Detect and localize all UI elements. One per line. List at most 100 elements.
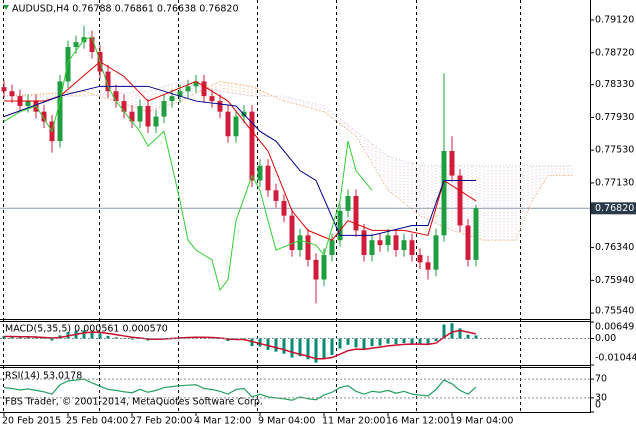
y-tick-label: 0.78720 xyxy=(595,47,634,58)
senkou-span-b xyxy=(4,80,572,167)
candle-body xyxy=(217,101,223,112)
symbol-icon xyxy=(3,5,9,10)
y-tick-label: 0.75540 xyxy=(595,306,634,317)
macd-bar xyxy=(50,338,54,341)
candle-body xyxy=(401,240,407,251)
macd-bar xyxy=(378,338,382,346)
candle-body xyxy=(201,81,207,97)
indicator-line xyxy=(3,85,476,236)
candle-body xyxy=(353,196,359,231)
macd-bar xyxy=(114,337,118,339)
candle-body xyxy=(225,111,231,137)
macd-bar xyxy=(346,338,350,345)
macd-title: MACD(5,35,5) 0.000561 0.000570 xyxy=(5,324,168,335)
candle-body xyxy=(185,86,191,92)
candle-body xyxy=(449,150,455,176)
y-tick-label: 30 xyxy=(595,392,607,403)
macd-bar xyxy=(266,338,270,350)
y-tick-label: 0.79120 xyxy=(595,15,634,26)
macd-bar xyxy=(410,338,414,344)
macd-bar xyxy=(434,338,438,342)
x-tick-label: 25 Feb 04:00 xyxy=(66,416,128,427)
candle-body xyxy=(393,235,399,251)
candle-body xyxy=(73,42,79,48)
copyright: FBS Trader, © 2001-2014, MetaQuotes Soft… xyxy=(5,397,263,408)
candle-body xyxy=(113,91,119,102)
current-price-box xyxy=(591,202,636,215)
candle-body xyxy=(41,111,47,122)
macd-bar xyxy=(274,338,278,352)
candle-body xyxy=(145,105,151,127)
candle-body xyxy=(425,262,431,270)
x-tick-label: 19 Mar 04:00 xyxy=(450,416,513,427)
macd-bar xyxy=(418,338,422,345)
macd-bar xyxy=(450,323,454,339)
macd-bar xyxy=(370,338,374,347)
candle-body xyxy=(129,111,135,122)
candle-body xyxy=(457,175,463,226)
macd-bar xyxy=(306,338,310,360)
macd-bar xyxy=(258,338,262,347)
candle-body xyxy=(9,91,15,97)
candle-body xyxy=(361,230,367,255)
y-tick-label: 0.00649 xyxy=(595,322,634,333)
candle-body xyxy=(281,200,287,216)
candle-body xyxy=(257,165,263,181)
candle-body xyxy=(177,91,183,97)
candle-body xyxy=(297,235,303,251)
macd-bar xyxy=(330,338,334,355)
candle-body xyxy=(249,111,255,181)
candle-body xyxy=(409,240,415,255)
macd-bar xyxy=(314,338,318,363)
macd-bar xyxy=(226,338,230,342)
panel-frame xyxy=(0,0,591,413)
candle-body xyxy=(89,37,95,52)
y-tick-label: 0.77530 xyxy=(595,145,634,156)
x-tick-label: 16 Mar 12:00 xyxy=(386,416,449,427)
x-tick-label: 11 Mar 20:00 xyxy=(322,416,385,427)
candle-body xyxy=(57,81,63,142)
macd-bar xyxy=(362,338,366,350)
candle-body xyxy=(321,254,327,280)
macd-bar xyxy=(474,335,478,339)
macd-bar xyxy=(130,338,134,340)
y-tick-label: 0.78330 xyxy=(595,79,634,90)
candle-body xyxy=(233,116,239,137)
y-tick-label: -0.01044 xyxy=(595,353,636,364)
y-tick-label: 0.77930 xyxy=(595,112,634,123)
macd-bar xyxy=(282,338,286,354)
macd-bar xyxy=(458,328,462,339)
macd-bar xyxy=(34,337,38,339)
candle-body xyxy=(137,105,143,122)
candle-body xyxy=(377,240,383,246)
macd-bar xyxy=(106,335,110,339)
macd-bar xyxy=(82,330,86,339)
rsi-title: RSI(14) 53.0178 xyxy=(5,371,82,382)
rsi-line xyxy=(3,378,477,401)
macd-bar xyxy=(466,334,470,339)
macd-bar xyxy=(354,338,358,348)
candle-body xyxy=(433,235,439,270)
macd-bar xyxy=(402,338,406,344)
candle-body xyxy=(337,210,343,241)
candle-body xyxy=(1,87,7,92)
macd-bar xyxy=(394,338,398,345)
macd-signal xyxy=(4,329,477,360)
candle-body xyxy=(385,235,391,246)
y-tick-label: 0.76340 xyxy=(595,242,634,253)
macd-bar xyxy=(322,338,326,359)
candle-body xyxy=(105,71,111,92)
candle-body xyxy=(25,101,31,106)
macd-bar xyxy=(90,331,94,339)
macd-bar xyxy=(290,338,294,358)
chart-title: AUDUSD,H4 0.76788 0.76861 0.76638 0.7682… xyxy=(12,4,239,15)
macd-bar xyxy=(26,336,30,339)
candle-body xyxy=(169,96,175,102)
candle-body xyxy=(417,254,423,263)
candle-body xyxy=(305,235,311,260)
x-tick-label: 27 Feb 20:00 xyxy=(130,416,192,427)
x-tick-label: 9 Mar 04:00 xyxy=(258,416,315,427)
candle-body xyxy=(265,165,271,191)
